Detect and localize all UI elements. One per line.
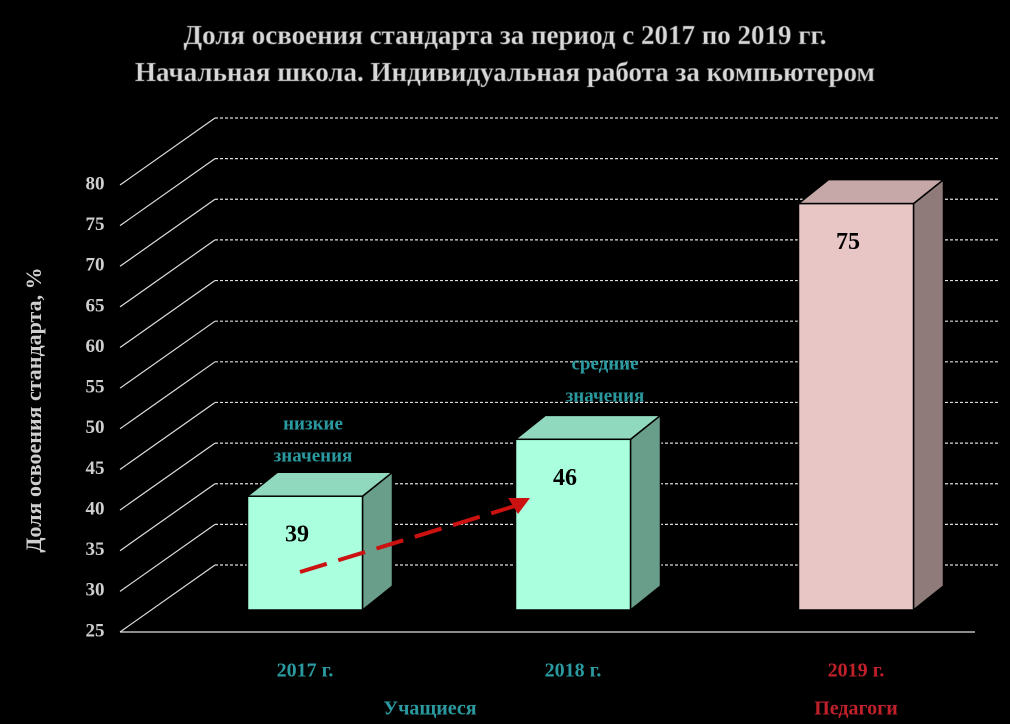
value-label: 46 [553,465,577,491]
annotation: значения [566,385,645,406]
bars [119,117,1000,633]
y-tick-label: 80 [86,173,105,194]
grid-diagonal [119,564,216,633]
grid-diagonal [119,239,216,308]
y-tick-label: 40 [86,498,105,519]
grid-diagonal [119,117,216,186]
grid-diagonal [119,158,216,227]
grid-diagonal [119,442,216,511]
y-tick-label: 25 [86,620,105,641]
annotation: значения [274,445,353,466]
chart-title: Доля освоения стандарта за период с 2017… [184,20,827,50]
grid-diagonal [119,483,216,552]
x-tick-label: 2019 г. [828,660,885,682]
chart-subtitle: Начальная школа. Индивидуальная работа з… [135,57,875,87]
grid-diagonal [119,523,216,592]
arrow-head [508,498,530,514]
y-tick-label: 50 [86,417,105,438]
y-axis-label: Доля освоения стандарта, % [21,267,46,552]
y-tick-label: 35 [86,539,105,560]
y-tick-label: 30 [86,580,105,601]
bar [514,438,632,611]
grid-diagonal [119,198,216,267]
x-tick-label: 2018 г. [545,660,602,682]
value-label: 75 [836,229,860,255]
annotation: средние [571,353,638,374]
grid-diagonal [119,361,216,430]
grid-diagonal [119,280,216,349]
x-tick-label: 2017 г. [277,660,334,682]
y-tick-label: 70 [86,255,105,276]
y-tick-label: 60 [86,336,105,357]
bar [246,495,364,611]
y-tick-label: 65 [86,295,105,316]
y-tick-label: 45 [86,458,105,479]
group-label: Учащиеся [383,698,476,720]
value-label: 39 [285,522,309,548]
y-tick-label: 75 [86,214,105,235]
annotation: низкие [283,413,343,434]
bar-side [629,413,662,612]
group-label: Педагоги [814,698,897,720]
trend-arrow [299,504,516,574]
y-tick-label: 55 [86,377,105,398]
grid-diagonal [119,401,216,470]
bar [797,202,915,611]
grid-diagonal [119,320,216,389]
bar-side [912,178,945,612]
